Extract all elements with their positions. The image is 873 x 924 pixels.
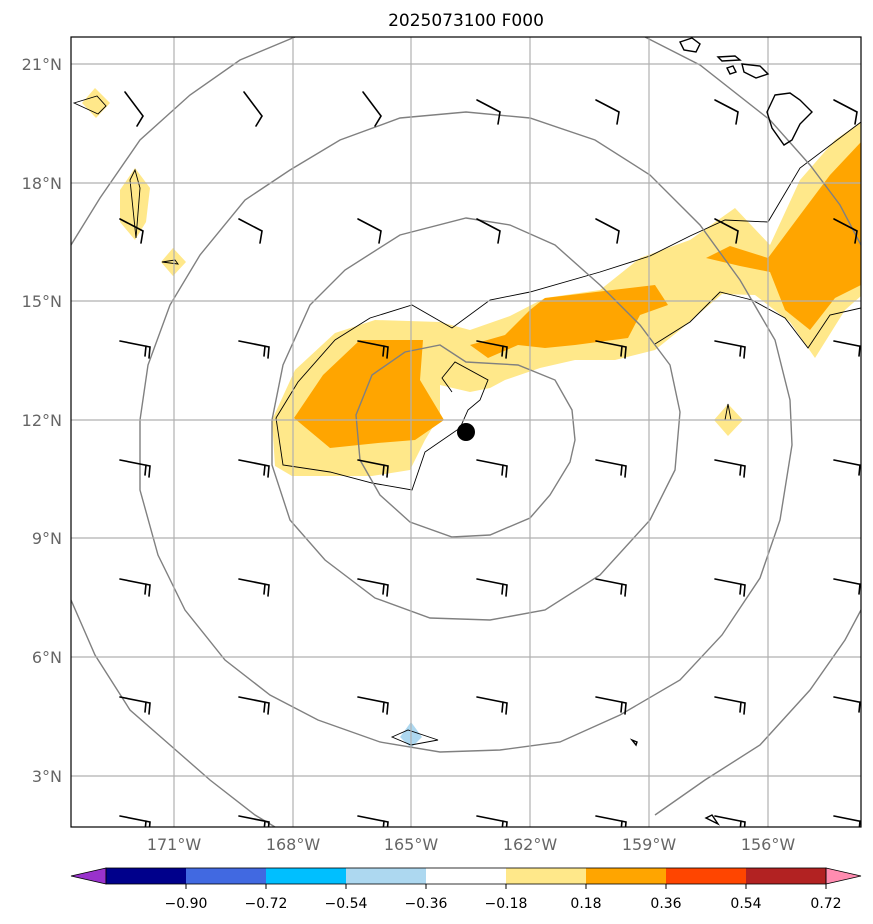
wind-barb <box>362 91 382 127</box>
wind-barb <box>357 815 389 827</box>
lon-label: 162°W <box>503 835 558 854</box>
colorbar-segment <box>666 868 747 884</box>
wind-barb <box>595 696 627 715</box>
colorbar-segment <box>186 868 267 884</box>
wind-barb <box>238 696 270 715</box>
wind-barb <box>357 459 389 478</box>
lon-label: 168°W <box>266 835 321 854</box>
colorbar-segment <box>746 868 827 884</box>
wind-barb <box>714 815 746 827</box>
colorbar-tick-label: 0.36 <box>650 896 681 912</box>
wind-barb <box>357 578 389 597</box>
colorbar-segment <box>426 868 507 884</box>
wind-barb <box>476 340 508 359</box>
colorbar-tick-label: −0.36 <box>405 896 448 912</box>
map-title: 2025073100 F000 <box>388 11 544 31</box>
wind-barb <box>119 459 151 478</box>
lat-label: 15°N <box>22 292 62 311</box>
wind-barb <box>833 340 861 357</box>
wind-barb <box>595 459 627 478</box>
wind-barb <box>476 696 508 715</box>
lat-label: 21°N <box>22 55 62 74</box>
wind-barb <box>595 578 627 597</box>
wind-barb <box>595 815 627 827</box>
wind-barb <box>124 91 144 127</box>
graticule <box>71 37 861 827</box>
hawaii-coastline <box>629 37 813 826</box>
wind-barb <box>714 218 739 244</box>
lat-label: 6°N <box>32 648 62 667</box>
lat-label: 3°N <box>32 767 62 786</box>
wind-barb <box>476 578 508 597</box>
wind-barb <box>714 578 746 597</box>
colorbar-extend-low <box>70 867 107 885</box>
lon-label: 165°W <box>384 835 439 854</box>
colorbar-tick-label: −0.90 <box>165 896 208 912</box>
lat-label: 12°N <box>22 411 62 430</box>
colorbar-segment <box>346 868 427 884</box>
wind-barb <box>243 91 263 127</box>
storm-center-marker <box>457 423 475 441</box>
wind-barb <box>357 696 389 715</box>
wind-barb <box>238 218 263 244</box>
wind-barb <box>595 218 620 244</box>
wind-barb <box>595 340 627 359</box>
lat-label: 9°N <box>32 529 62 548</box>
colorbar-segment <box>266 868 347 884</box>
colorbar-outline <box>105 867 827 885</box>
wind-barb <box>714 99 739 125</box>
wind-barb <box>476 99 501 125</box>
wind-barb <box>833 696 861 713</box>
wind-barb <box>595 99 620 125</box>
lon-label: 156°W <box>741 835 796 854</box>
wind-barb <box>714 696 746 715</box>
lat-label: 18°N <box>22 174 62 193</box>
longitude-labels: 171°W 168°W 165°W 162°W 159°W 156°W <box>147 835 796 854</box>
wind-barb <box>476 815 508 827</box>
map-frame <box>70 36 862 828</box>
wind-barb <box>238 578 270 597</box>
wind-barb <box>833 815 861 827</box>
wind-barb <box>357 340 389 359</box>
wind-barbs <box>119 91 861 827</box>
colorbar-segments <box>106 868 827 884</box>
colorbar-tick-label: −0.18 <box>485 896 528 912</box>
lon-label: 159°W <box>622 835 677 854</box>
wind-barb <box>119 815 151 827</box>
wind-barb <box>119 578 151 597</box>
colorbar-segment <box>106 868 187 884</box>
colorbar-tick-label: 0.18 <box>570 896 601 912</box>
map-content <box>71 37 861 827</box>
wind-barb <box>357 218 382 244</box>
wind-barb <box>476 459 508 478</box>
latitude-labels: 21°N 18°N 15°N 12°N 9°N 6°N 3°N <box>22 55 62 786</box>
wind-barb <box>119 340 151 359</box>
colorbar-tick-label: 0.72 <box>810 896 841 912</box>
wind-barb <box>119 218 144 244</box>
wind-barb <box>238 340 270 359</box>
wind-barb <box>238 459 270 478</box>
wind-barb <box>476 218 501 244</box>
wind-barb <box>833 218 858 244</box>
wind-barb <box>833 459 861 476</box>
colorbar: −0.90 −0.72 −0.54 −0.36 −0.18 0.18 0.36 0.54 0.7… <box>70 867 862 912</box>
colorbar-tick-label: −0.54 <box>325 896 368 912</box>
colorbar-segment <box>586 868 667 884</box>
colorbar-tick-label: −0.72 <box>245 896 288 912</box>
wind-barb <box>238 815 270 827</box>
wind-barb <box>833 578 861 595</box>
colorbar-tick-label: 0.54 <box>730 896 761 912</box>
wind-barb <box>714 459 746 478</box>
colorbar-segment <box>506 868 587 884</box>
wind-barb <box>833 99 858 125</box>
lon-label: 171°W <box>147 835 202 854</box>
wind-barb <box>714 340 746 359</box>
colorbar-extend-high <box>825 867 862 885</box>
colorbar-ticks: −0.90 −0.72 −0.54 −0.36 −0.18 0.18 0.36 0.54 0.7… <box>165 884 842 912</box>
range-rings <box>71 37 861 827</box>
wind-barb <box>119 696 151 715</box>
